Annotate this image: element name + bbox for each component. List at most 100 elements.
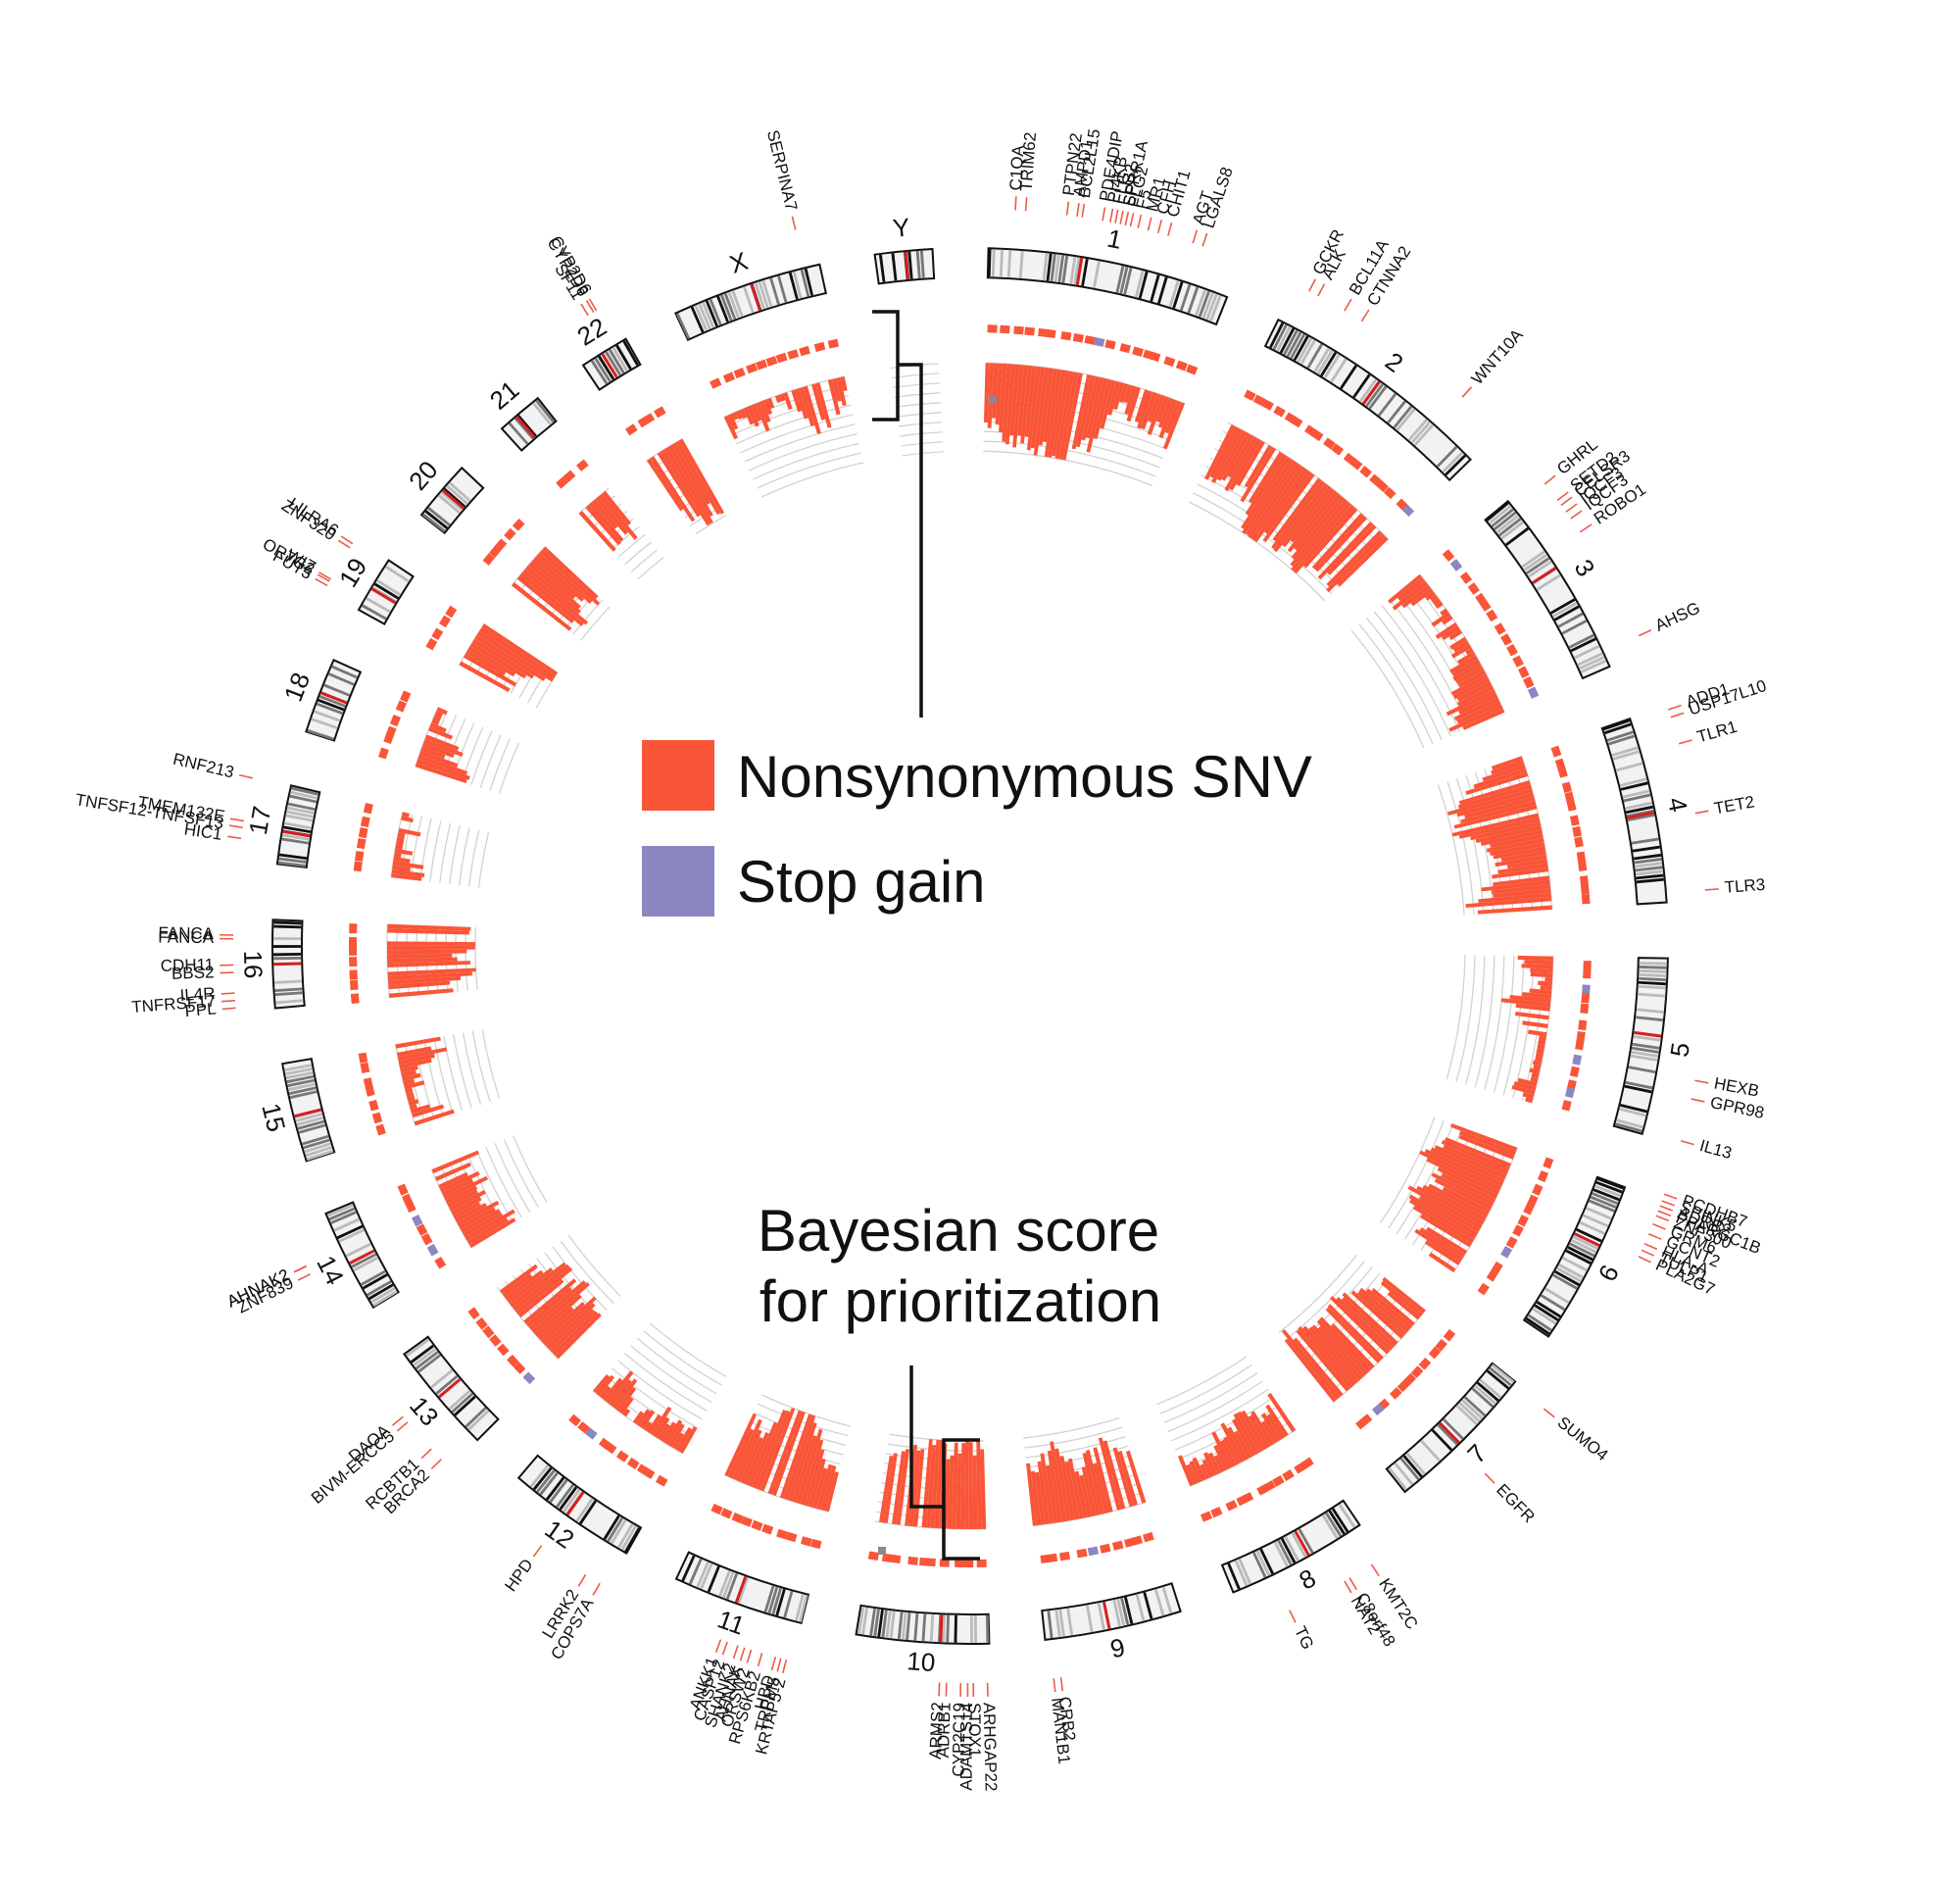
cytoband [284,1064,313,1072]
score-bar [657,451,701,518]
cytoband [1491,508,1515,528]
cytoband [306,1149,334,1162]
gene-tick [227,835,242,840]
score-bar [1396,577,1426,602]
centromere [1634,1030,1662,1038]
gene-tick [317,573,330,582]
score-bar [441,1178,474,1197]
cytoband [1410,421,1432,444]
cytoband [1394,1462,1414,1486]
snv-mark [976,1559,987,1567]
cytoband [326,1204,354,1217]
gene-tick [732,1645,739,1660]
score-bar [459,1207,496,1230]
score-bar [1076,374,1096,448]
score-bar [755,402,770,432]
score-bar [816,1463,833,1511]
score-bar [1515,1003,1550,1012]
score-bar [661,1421,677,1443]
grid-arc [489,738,511,792]
score-bar [618,1396,634,1414]
cytoband [723,292,737,321]
score-bar [1308,1326,1359,1384]
score-bar [612,1378,638,1410]
gene-tick [1053,1678,1056,1693]
score-bar [615,1386,637,1413]
cytoband [1297,337,1313,364]
score-bar [1491,756,1523,770]
gene-tick [1065,201,1070,216]
score-bar [1211,428,1244,484]
score-bar [1430,594,1439,603]
snv-mark [1579,875,1589,886]
cytoband [1120,1597,1130,1625]
gene-tick [1102,207,1106,222]
cytoband [700,1563,713,1590]
snv-mark [395,700,407,713]
score-bar [1514,1011,1549,1020]
centromere [904,251,910,280]
cytoband [467,1410,490,1431]
snv-mark [1261,399,1274,411]
cytoband [330,1211,357,1225]
cytoband [1138,271,1149,299]
score-bar [1443,1144,1508,1175]
annotation-line1: Bayesian score [758,1198,1159,1264]
snv-mark [397,1183,409,1196]
gene-tick [337,539,351,549]
cytoband [338,1228,366,1243]
score-bar [791,389,803,413]
score-bar [1522,992,1551,999]
gene-tick [1114,209,1119,223]
snv-mark [919,1557,930,1566]
score-bar [1445,1137,1512,1167]
gene-tick [297,1273,311,1281]
cytoband [284,1067,313,1076]
score-bar [472,638,535,679]
cytoband [1442,451,1464,473]
score-bar [657,1423,671,1441]
score-bar [606,1370,634,1405]
snv-mark [438,615,451,628]
score-bar [1141,391,1157,430]
cytoband [1293,335,1309,362]
score-bar [1435,621,1458,639]
grid-arc [1366,618,1443,741]
score-bar [1450,673,1489,696]
gene-label: ADRB1 [934,1702,955,1758]
cytoband [1195,289,1207,317]
score-bar [1538,980,1552,986]
cytoband [1607,734,1636,746]
cytoband [1161,1586,1173,1614]
score-bar [387,971,472,981]
score-bar [429,722,447,733]
grid-arc [1167,1380,1264,1433]
gene-tick [315,577,328,587]
score-bar [1419,1214,1472,1248]
centromere [438,1377,462,1399]
gene-tick [1076,202,1080,218]
score-bar [1480,829,1543,846]
cytoband [1536,573,1561,591]
snv-mark [556,476,568,489]
cytoband [1611,746,1640,757]
score-bar [1189,1461,1202,1483]
cytoband [1596,1177,1625,1190]
cytoband [368,1283,394,1301]
gene-tick [1109,208,1114,223]
score-bar [1453,696,1499,721]
score-bar [743,407,755,425]
cytoband [1486,1369,1510,1390]
snv-mark [371,1112,383,1124]
score-bar [622,1408,631,1417]
snv-mark [1574,836,1584,848]
gene-tick [770,1657,777,1670]
score-bar [1250,1411,1275,1447]
score-bar [976,1440,982,1529]
cytoband [878,254,886,282]
score-bar [1337,536,1389,587]
cytoband [1259,1548,1275,1575]
score-bar [1500,850,1546,863]
snv-mark [636,1463,650,1476]
grid-arc [760,462,864,498]
